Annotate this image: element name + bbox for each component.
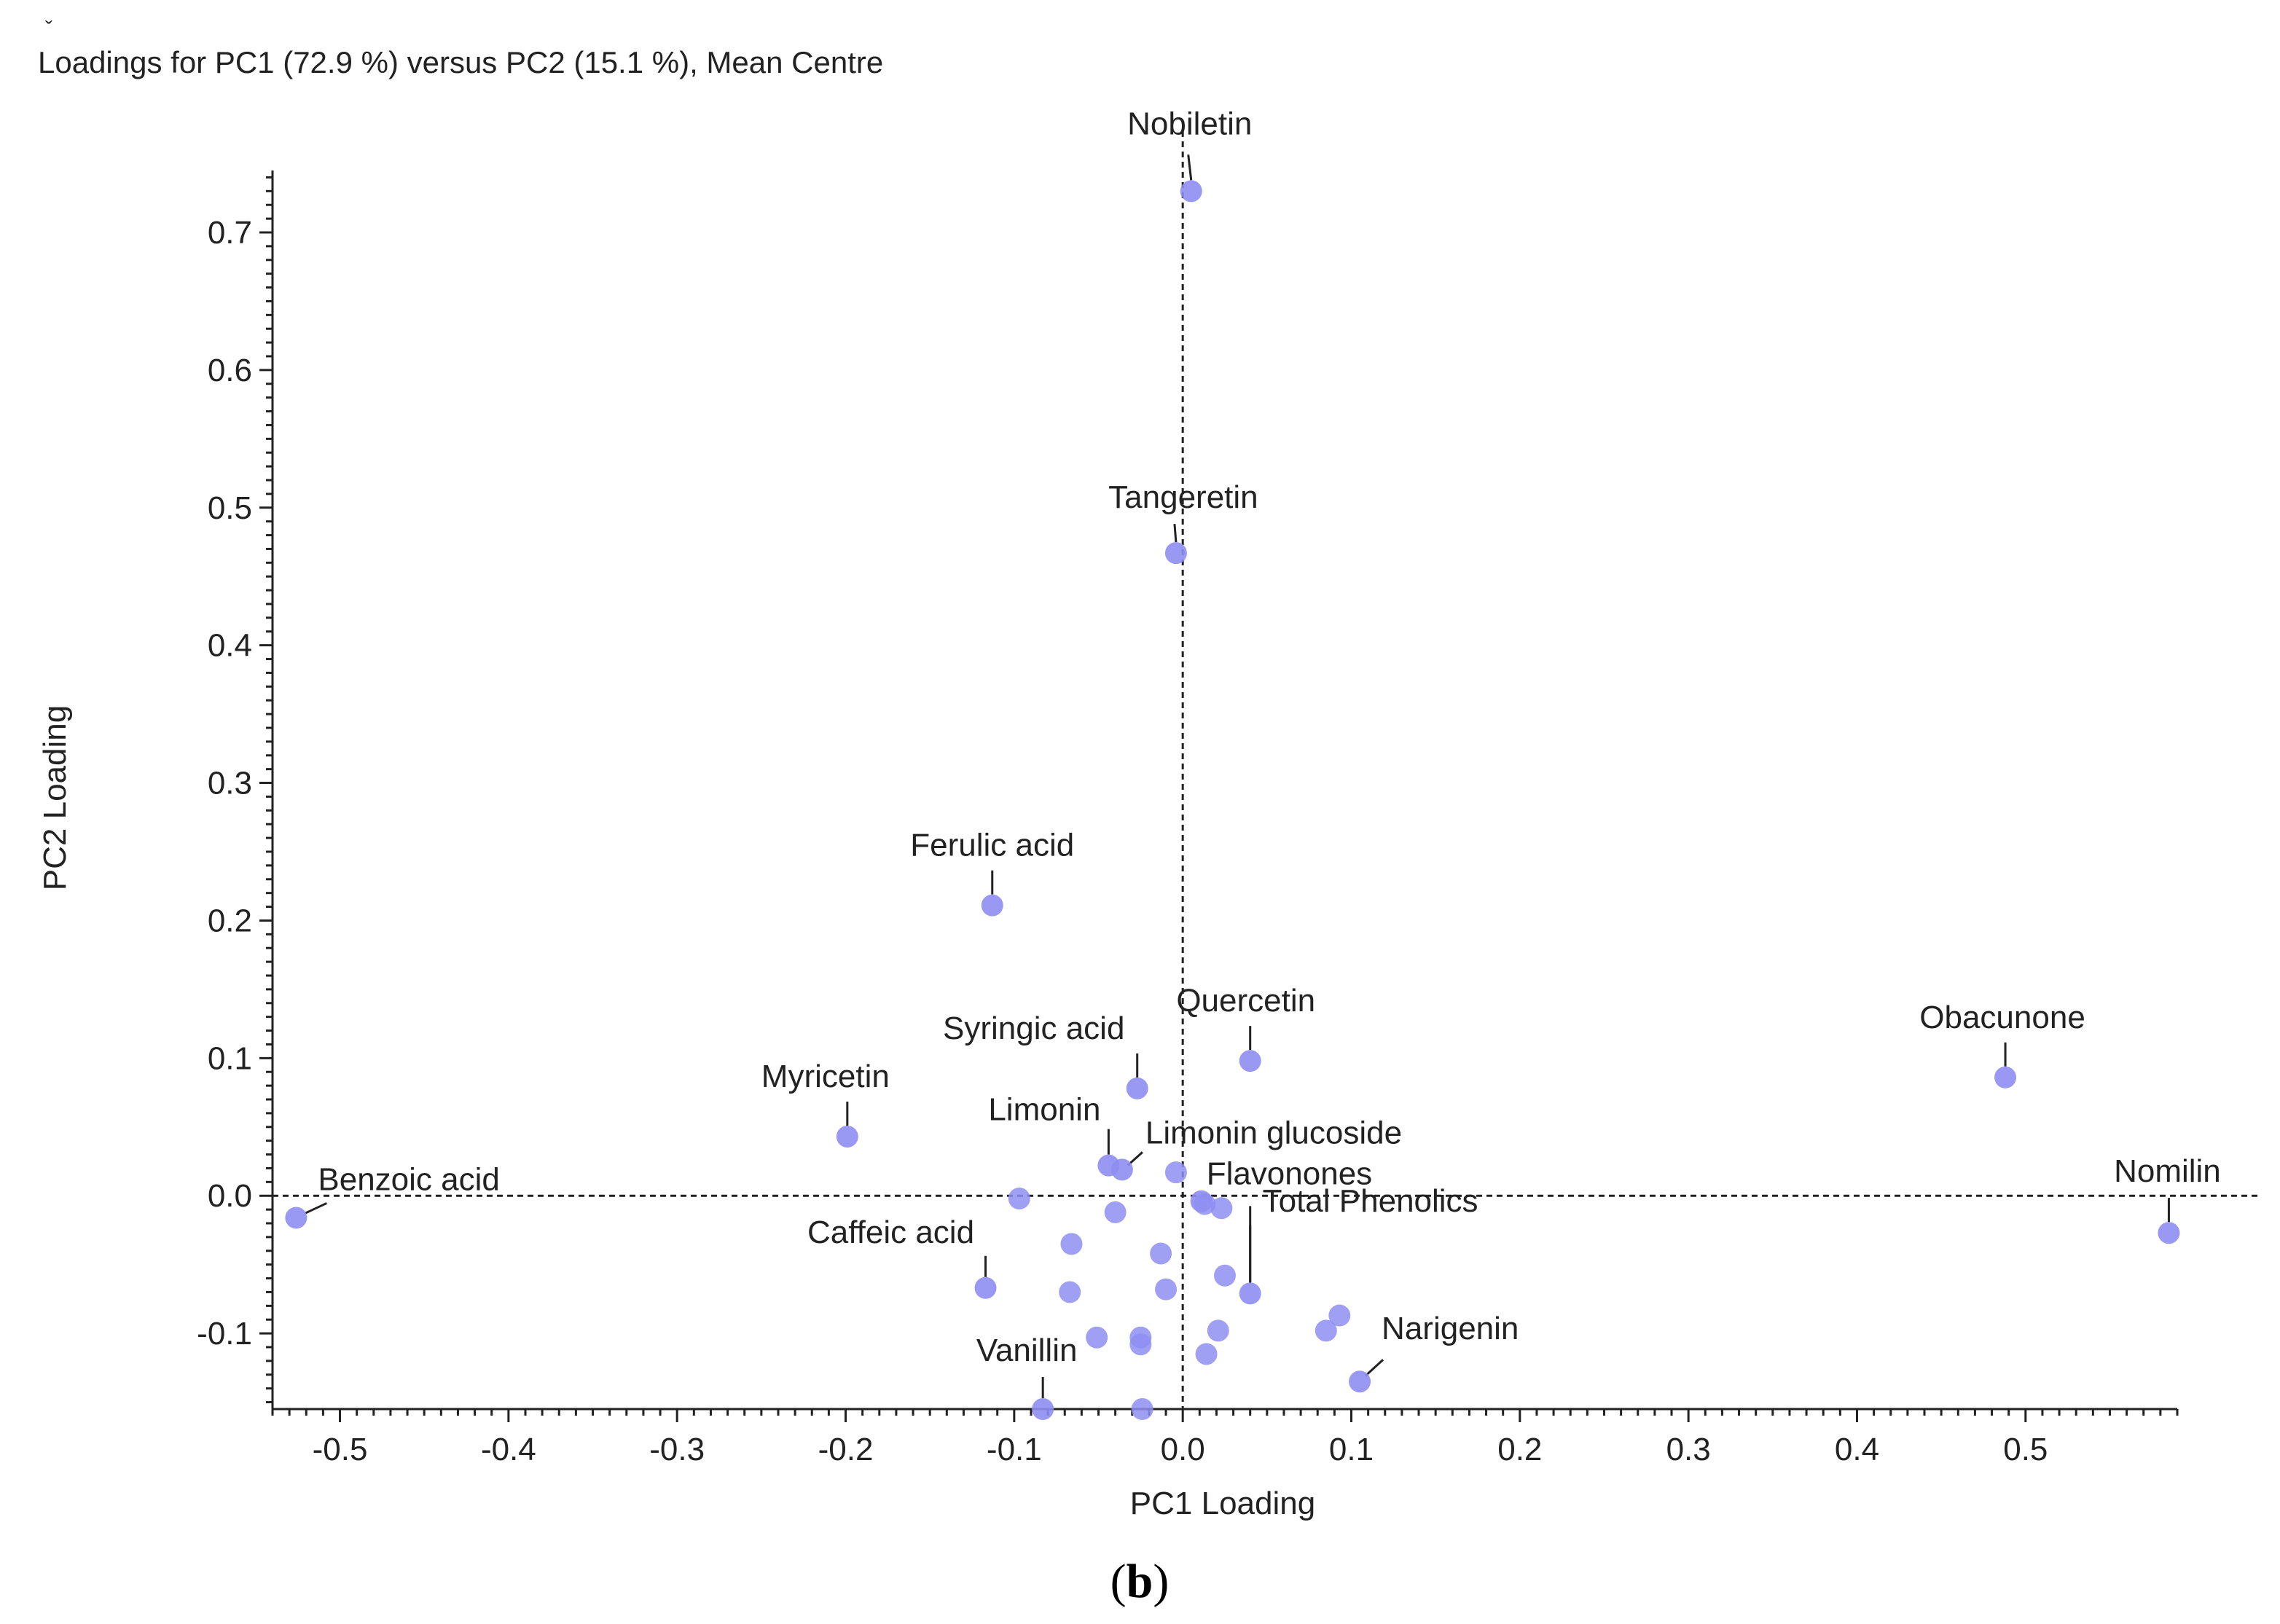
leader-benzoic-acid	[304, 1202, 328, 1215]
loading-point	[1155, 1278, 1178, 1301]
point-nobiletin	[1180, 180, 1202, 203]
label-benzoic-acid: Benzoic acid	[318, 1161, 499, 1197]
point-syringic-acid	[1126, 1077, 1148, 1099]
y-tick-label: 0.2	[208, 903, 252, 938]
title-mark: ˇ	[45, 17, 52, 42]
label-limonin-glucoside: Limonin glucoside	[1145, 1115, 1402, 1150]
caption-letter: b	[1127, 1555, 1153, 1608]
label-syringic-acid: Syringic acid	[943, 1011, 1124, 1046]
x-tick-label: 0.5	[2003, 1432, 2048, 1467]
reference-lines	[273, 131, 2259, 1409]
x-axis-label: PC1 Loading	[1130, 1486, 1315, 1521]
y-tick-label: 0.6	[208, 353, 252, 388]
loading-point	[1207, 1319, 1229, 1342]
loading-point	[1104, 1201, 1127, 1223]
axes	[271, 170, 2177, 1411]
label-nomilin: Nomilin	[2114, 1153, 2221, 1189]
loading-point	[1059, 1281, 1081, 1303]
x-tick-label: 0.0	[1161, 1432, 1205, 1467]
point-benzoic-acid	[285, 1207, 307, 1229]
figure-caption: (b)	[1110, 1555, 1170, 1608]
point-limonin-glucoside	[1110, 1158, 1133, 1181]
x-axis-ticks: -0.5 -0.4 -0.3 -0.2 -0.1 0.0 0.1 0.2 0.3 0.4 0.5	[271, 1409, 2179, 1467]
leader-tangeretin	[1173, 523, 1178, 543]
x-tick-label: -0.3	[649, 1432, 705, 1467]
y-tick-label: 0.0	[208, 1178, 252, 1214]
point-vanillin	[1032, 1398, 1054, 1420]
x-tick-label: -0.4	[481, 1432, 536, 1467]
y-axis-ticks: 0.7 0.6 0.5 0.4 0.3 0.2 0.1 0.0 -0.1	[197, 176, 273, 1404]
label-ferulic-acid: Ferulic acid	[910, 828, 1074, 863]
label-flavonones: Flavonones	[1207, 1156, 1372, 1191]
loading-point	[1131, 1398, 1153, 1420]
label-obacunone: Obacunone	[1919, 1000, 2085, 1035]
point-nomilin	[2158, 1222, 2180, 1244]
loading-point	[1060, 1233, 1083, 1255]
y-tick-label: 0.1	[208, 1040, 252, 1076]
x-tick-label: -0.2	[818, 1432, 874, 1467]
label-caffeic-acid: Caffeic acid	[807, 1215, 974, 1250]
point-flavonones	[1239, 1282, 1261, 1305]
loading-point	[1008, 1188, 1030, 1209]
leader-nobiletin	[1187, 154, 1193, 181]
label-narigenin: Narigenin	[1382, 1311, 1519, 1346]
caption-close-paren: )	[1153, 1555, 1169, 1608]
point-total-phenolics	[1190, 1190, 1213, 1212]
y-tick-label: 0.3	[208, 766, 252, 801]
label-nobiletin: Nobiletin	[1127, 106, 1252, 141]
loading-point	[1315, 1319, 1337, 1342]
data-points	[285, 180, 2180, 1420]
y-tick-label: -0.1	[197, 1316, 252, 1352]
loading-point	[1164, 1161, 1187, 1184]
y-tick-label: 0.7	[208, 215, 252, 251]
chart-title: Loadings for PC1 (72.9 %) versus PC2 (15…	[38, 45, 883, 79]
loading-point	[1210, 1197, 1233, 1220]
point-ferulic-acid	[981, 894, 1003, 917]
x-tick-label: 0.4	[1835, 1432, 1879, 1467]
caption-open-paren: (	[1110, 1555, 1127, 1608]
label-myricetin: Myricetin	[761, 1059, 890, 1094]
plot-area: -0.5 -0.4 -0.3 -0.2 -0.1 0.0 0.1 0.2 0.3 0.4 0.5 0…	[197, 106, 2259, 1467]
point-tangeretin	[1164, 542, 1187, 565]
label-total-phenolics: Total Phenolics	[1263, 1183, 1478, 1219]
label-limonin: Limonin	[988, 1092, 1100, 1128]
point-caffeic-acid	[974, 1276, 997, 1299]
point-narigenin	[1349, 1370, 1371, 1393]
label-leader-lines	[304, 154, 2170, 1398]
point-labels: Nobiletin Tangeretin Ferulic acid Quercetin…	[318, 106, 2220, 1368]
label-vanillin: Vanillin	[976, 1333, 1078, 1368]
loading-point	[1150, 1242, 1172, 1265]
y-tick-label: 0.4	[208, 628, 252, 664]
loading-point	[1214, 1264, 1236, 1287]
y-axis-label: PC2 Loading	[37, 705, 73, 890]
label-tangeretin: Tangeretin	[1108, 479, 1258, 515]
x-tick-label: 0.3	[1666, 1432, 1711, 1467]
point-obacunone	[1994, 1066, 2017, 1088]
x-tick-label: 0.2	[1497, 1432, 1542, 1467]
point-myricetin	[836, 1126, 858, 1148]
leader-narigenin	[1365, 1359, 1384, 1377]
loading-point	[1328, 1304, 1351, 1327]
x-tick-label: 0.1	[1329, 1432, 1374, 1467]
x-tick-label: -0.1	[987, 1432, 1042, 1467]
point-quercetin	[1239, 1050, 1261, 1072]
x-tick-label: -0.5	[313, 1432, 368, 1467]
loading-point	[1129, 1333, 1152, 1356]
loading-point	[1195, 1343, 1218, 1365]
label-quercetin: Quercetin	[1176, 983, 1315, 1019]
y-tick-label: 0.5	[208, 490, 252, 526]
loading-point	[1086, 1326, 1108, 1349]
